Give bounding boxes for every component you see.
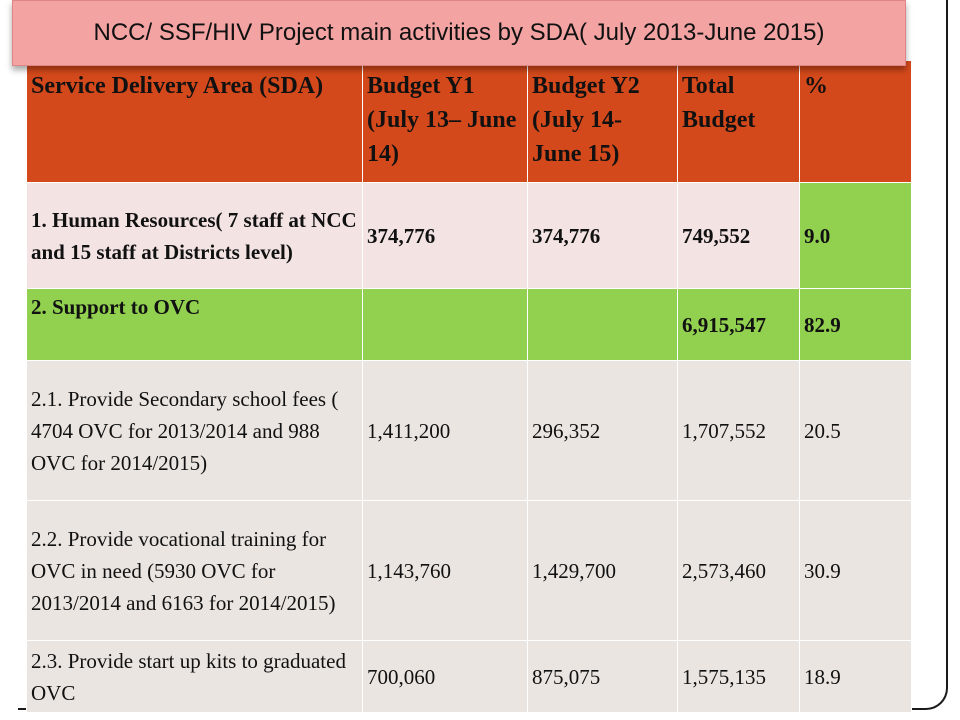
cell-sda: 1. Human Resources( 7 staff at NCC and 1… (26, 182, 363, 289)
table-row: 2. Support to OVC 6,915,547 82.9 (26, 288, 912, 361)
cell-sda: 2.3. Provide start up kits to graduated … (26, 640, 363, 713)
table-row: 1. Human Resources( 7 staff at NCC and 1… (26, 182, 912, 289)
cell-total-budget: 6,915,547 (677, 288, 800, 361)
cell-budget-y2: 296,352 (527, 360, 678, 501)
budget-table: Service Delivery Area (SDA) Budget Y1 (J… (26, 60, 912, 713)
slide-title: NCC/ SSF/HIV Project main activities by … (93, 19, 825, 46)
cell-budget-y2 (527, 288, 678, 361)
cell-sda: 2. Support to OVC (26, 288, 363, 361)
table-header-row: Service Delivery Area (SDA) Budget Y1 (J… (26, 60, 912, 183)
slide-title-bar: NCC/ SSF/HIV Project main activities by … (12, 0, 906, 66)
table-row: 2.2. Provide vocational training for OVC… (26, 500, 912, 641)
cell-percent: 20.5 (799, 360, 912, 501)
header-budget-y2: Budget Y2 (July 14- June 15) (527, 60, 678, 183)
table-row: 2.3. Provide start up kits to graduated … (26, 640, 912, 713)
cell-total-budget: 749,552 (677, 182, 800, 289)
table-row: 2.1. Provide Secondary school fees ( 470… (26, 360, 912, 501)
cell-percent: 9.0 (799, 182, 912, 289)
cell-budget-y2: 374,776 (527, 182, 678, 289)
cell-sda: 2.2. Provide vocational training for OVC… (26, 500, 363, 641)
cell-budget-y2: 875,075 (527, 640, 678, 713)
cell-budget-y1 (362, 288, 528, 361)
header-percent: % (799, 60, 912, 183)
header-total-budget: Total Budget (677, 60, 800, 183)
cell-total-budget: 2,573,460 (677, 500, 800, 641)
cell-budget-y1: 700,060 (362, 640, 528, 713)
cell-percent: 82.9 (799, 288, 912, 361)
header-sda: Service Delivery Area (SDA) (26, 60, 363, 183)
cell-budget-y1: 374,776 (362, 182, 528, 289)
cell-percent: 30.9 (799, 500, 912, 641)
cell-budget-y1: 1,143,760 (362, 500, 528, 641)
cell-percent: 18.9 (799, 640, 912, 713)
header-budget-y1: Budget Y1 (July 13– June 14) (362, 60, 528, 183)
cell-sda: 2.1. Provide Secondary school fees ( 470… (26, 360, 363, 501)
cell-budget-y2: 1,429,700 (527, 500, 678, 641)
cell-budget-y1: 1,411,200 (362, 360, 528, 501)
cell-total-budget: 1,575,135 (677, 640, 800, 713)
cell-total-budget: 1,707,552 (677, 360, 800, 501)
